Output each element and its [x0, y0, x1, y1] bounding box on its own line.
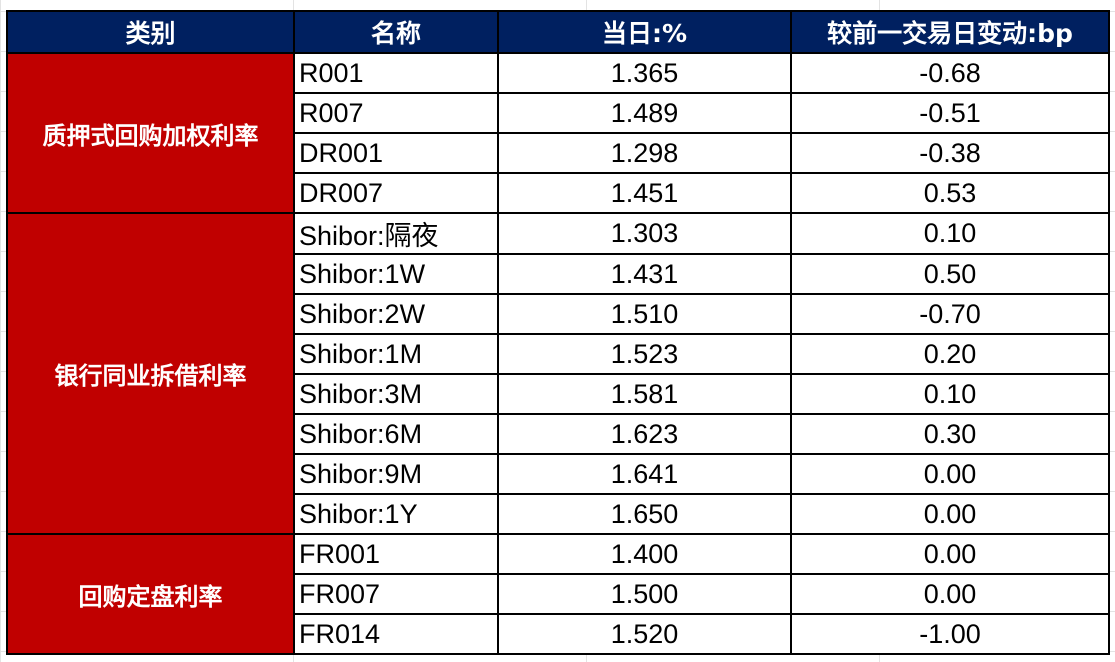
today-cell: 1.431 [497, 253, 792, 295]
table-row: FR014 1.520 -1.00 [7, 613, 1110, 655]
name-cell: Shibor:1Y [293, 493, 499, 535]
table-row: 回购定盘利率 FR001 1.400 0.00 [6, 533, 1110, 655]
name-cell: Shibor:1M [293, 333, 499, 375]
table-row: R007 1.489 -0.51 [7, 92, 1110, 134]
name-cell: R001 [293, 52, 499, 94]
change-cell: 0.20 [790, 333, 1110, 375]
change-cell: 0.10 [790, 373, 1110, 415]
change-cell: 0.53 [790, 172, 1110, 214]
name-cell: R007 [293, 92, 499, 134]
table-row: DR001 1.298 -0.38 [7, 132, 1110, 174]
today-cell: 1.303 [497, 212, 792, 255]
change-cell: -0.51 [790, 92, 1110, 134]
today-cell: 1.581 [497, 373, 792, 415]
table-row: DR007 1.451 0.53 [7, 172, 1110, 214]
header-row: 类别 名称 当日:% 较前一交易日变动:bp [6, 10, 1110, 54]
today-cell: 1.451 [497, 172, 792, 214]
table-row: 银行同业拆借利率 Shibor:隔夜 1.303 0.10 [6, 212, 1110, 535]
category-cell: 回购定盘利率 [6, 533, 295, 655]
name-cell: DR007 [293, 172, 499, 214]
category-cell: 银行同业拆借利率 [6, 212, 295, 535]
today-cell: 1.510 [497, 293, 792, 335]
name-cell: FR001 [293, 533, 499, 575]
today-cell: 1.520 [497, 613, 792, 655]
name-cell: Shibor:1W [293, 253, 499, 295]
change-cell: -0.70 [790, 293, 1110, 335]
table-row: Shibor:9M 1.641 0.00 [7, 453, 1110, 495]
rates-table: 类别 名称 当日:% 较前一交易日变动:bp 质押式回购加权利率 R001 1.36… [6, 10, 1110, 655]
change-cell: -0.68 [790, 52, 1110, 94]
today-cell: 1.623 [497, 413, 792, 455]
change-cell: 0.50 [790, 253, 1110, 295]
table-row: Shibor:1M 1.523 0.20 [7, 333, 1110, 375]
change-cell: -0.38 [790, 132, 1110, 174]
name-cell: Shibor:隔夜 [293, 212, 499, 255]
change-cell: 0.00 [790, 533, 1110, 575]
header-name: 名称 [293, 10, 499, 54]
table-row: Shibor:6M 1.623 0.30 [7, 413, 1110, 455]
today-cell: 1.365 [497, 52, 792, 94]
today-cell: 1.489 [497, 92, 792, 134]
name-cell: Shibor:6M [293, 413, 499, 455]
header-category: 类别 [6, 10, 295, 54]
table-row: Shibor:1W 1.431 0.50 [7, 253, 1110, 295]
today-cell: 1.298 [497, 132, 792, 174]
table-row: Shibor:2W 1.510 -0.70 [7, 293, 1110, 335]
header-change: 较前一交易日变动:bp [790, 10, 1110, 54]
change-cell: 0.00 [790, 453, 1110, 495]
today-cell: 1.500 [497, 573, 792, 615]
category-cell: 质押式回购加权利率 [6, 52, 295, 214]
table-row: Shibor:3M 1.581 0.10 [7, 373, 1110, 415]
name-cell: DR001 [293, 132, 499, 174]
today-cell: 1.641 [497, 453, 792, 495]
table-row: Shibor:1Y 1.650 0.00 [7, 493, 1110, 535]
name-cell: FR014 [293, 613, 499, 655]
table-row: FR007 1.500 0.00 [7, 573, 1110, 615]
name-cell: FR007 [293, 573, 499, 615]
today-cell: 1.400 [497, 533, 792, 575]
change-cell: -1.00 [790, 613, 1110, 655]
change-cell: 0.10 [790, 212, 1110, 255]
change-cell: 0.30 [790, 413, 1110, 455]
table-row: 质押式回购加权利率 R001 1.365 -0.68 [6, 52, 1110, 214]
name-cell: Shibor:3M [293, 373, 499, 415]
today-cell: 1.650 [497, 493, 792, 535]
header-today: 当日:% [497, 10, 792, 54]
name-cell: Shibor:2W [293, 293, 499, 335]
today-cell: 1.523 [497, 333, 792, 375]
change-cell: 0.00 [790, 493, 1110, 535]
name-cell: Shibor:9M [293, 453, 499, 495]
change-cell: 0.00 [790, 573, 1110, 615]
